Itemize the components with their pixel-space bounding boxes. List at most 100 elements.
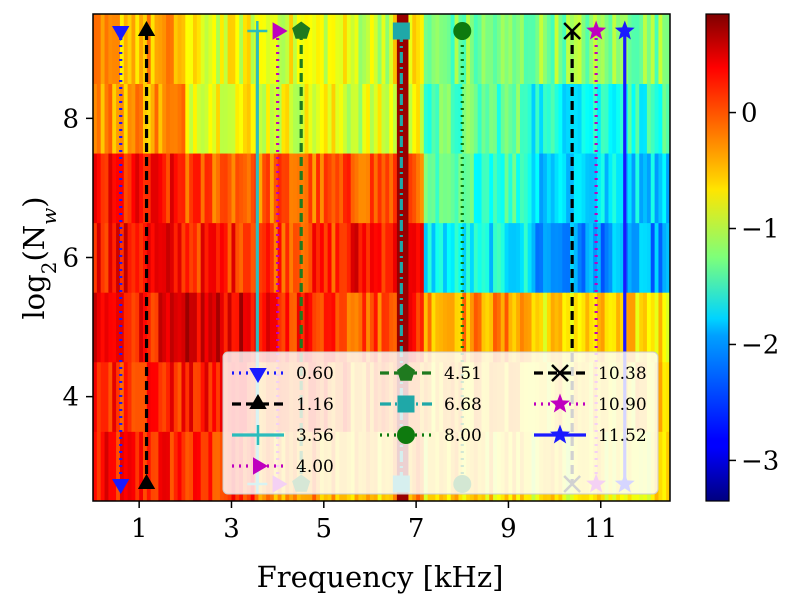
series-marker-top-6.68 — [392, 22, 410, 40]
heatmap-cell — [393, 222, 398, 293]
heatmap-cell — [154, 14, 159, 84]
heatmap-cell — [308, 14, 313, 84]
heatmap-cell — [196, 222, 202, 293]
heatmap-cell — [558, 83, 563, 154]
legend-marker-3.56 — [248, 425, 268, 445]
heatmap-cell — [323, 292, 329, 363]
heatmap-cell — [277, 14, 283, 84]
heatmap-cell — [354, 292, 360, 363]
heatmap-cell — [466, 292, 471, 363]
heatmap-cell — [243, 222, 248, 293]
colorbar-ticks: 0 −1 −2 −3 — [729, 99, 779, 476]
heatmap-cell — [439, 14, 444, 84]
heatmap-cell — [196, 153, 202, 224]
heatmap-cell — [200, 153, 206, 224]
heatmap-cell — [612, 153, 617, 224]
heatmap-cell — [204, 431, 209, 501]
heatmap-cell — [400, 14, 406, 84]
heatmap-cell — [473, 83, 479, 154]
heatmap-cell — [450, 292, 456, 363]
heatmap-cell — [516, 292, 521, 363]
heatmap-cell — [227, 14, 233, 84]
heatmap-cell — [631, 83, 636, 154]
heatmap-cell — [369, 292, 375, 363]
heatmap-cell — [331, 292, 336, 363]
heatmap-cell — [662, 153, 667, 224]
heatmap-cell — [166, 153, 171, 224]
heatmap-cell — [496, 153, 502, 224]
heatmap-cell — [246, 292, 252, 363]
heatmap-cell — [512, 14, 517, 84]
heatmap-cell — [462, 83, 467, 154]
heatmap-cell — [293, 14, 298, 84]
heatmap-cell — [566, 292, 571, 363]
heatmap-cell — [185, 292, 190, 363]
heatmap-cell — [358, 14, 363, 84]
heatmap-cell — [285, 222, 290, 293]
heatmap-cell — [296, 14, 302, 84]
heatmap-cell — [319, 153, 325, 224]
heatmap-cell — [116, 222, 121, 293]
heatmap-cell — [177, 222, 183, 293]
heatmap-cell — [389, 83, 394, 154]
heatmap-cell — [277, 83, 283, 154]
heatmap-cell — [250, 292, 256, 363]
heatmap-cell — [419, 14, 425, 84]
heatmap-cell — [154, 361, 159, 432]
series-marker-top-10.38 — [563, 22, 582, 40]
heatmap-cell — [566, 14, 571, 84]
heatmap-cell — [146, 83, 152, 154]
heatmap-cell — [523, 153, 529, 224]
heatmap-cell — [458, 153, 463, 224]
heatmap-cell — [150, 83, 156, 154]
legend-marker-10.38 — [551, 364, 569, 382]
heatmap-cell — [269, 292, 275, 363]
heatmap-cell — [123, 292, 129, 363]
heatmap-cell — [246, 14, 252, 84]
heatmap-cell — [612, 222, 617, 293]
heatmap-cell — [504, 292, 510, 363]
heatmap-cell — [131, 431, 136, 501]
heatmap-cell — [566, 153, 571, 224]
heatmap-cell — [508, 292, 513, 363]
heatmap-cell — [608, 153, 613, 224]
heatmap-cell — [419, 222, 425, 293]
heatmap-cell — [250, 83, 256, 154]
heatmap-cell — [169, 361, 175, 432]
heatmap-cell — [158, 83, 163, 154]
heatmap-cell — [127, 292, 133, 363]
heatmap-cell — [358, 292, 363, 363]
heatmap-cell — [154, 83, 159, 154]
heatmap-cell — [643, 153, 648, 224]
heatmap-cell — [500, 292, 506, 363]
heatmap-cell — [281, 292, 286, 363]
heatmap-cell — [662, 222, 667, 293]
heatmap-cell — [546, 153, 552, 224]
heatmap-cell — [104, 153, 109, 224]
heatmap-cell — [304, 222, 310, 293]
heatmap-cell — [139, 14, 144, 84]
heatmap-cell — [381, 292, 386, 363]
heatmap-cell — [496, 14, 502, 84]
series-marker-top-10.90 — [586, 20, 607, 40]
heatmap-cell — [119, 153, 125, 224]
heatmap-cell — [369, 222, 375, 293]
heatmap-cell — [489, 14, 494, 84]
heatmap-cell — [473, 14, 479, 84]
heatmap-cell — [108, 222, 113, 293]
heatmap-cell — [273, 153, 279, 224]
heatmap-cell — [266, 83, 271, 154]
heatmap-cell — [339, 83, 344, 154]
heatmap-cell — [223, 14, 229, 84]
heatmap-cell — [173, 153, 179, 224]
heatmap-cell — [562, 222, 567, 293]
heatmap-cell — [343, 83, 348, 154]
heatmap-cell — [316, 292, 321, 363]
heatmap-cell — [496, 83, 502, 154]
heatmap-cell — [93, 153, 98, 224]
heatmap-cell — [196, 292, 202, 363]
heatmap-cell — [527, 292, 533, 363]
heatmap-cell — [104, 431, 109, 501]
heatmap-cell — [604, 153, 610, 224]
